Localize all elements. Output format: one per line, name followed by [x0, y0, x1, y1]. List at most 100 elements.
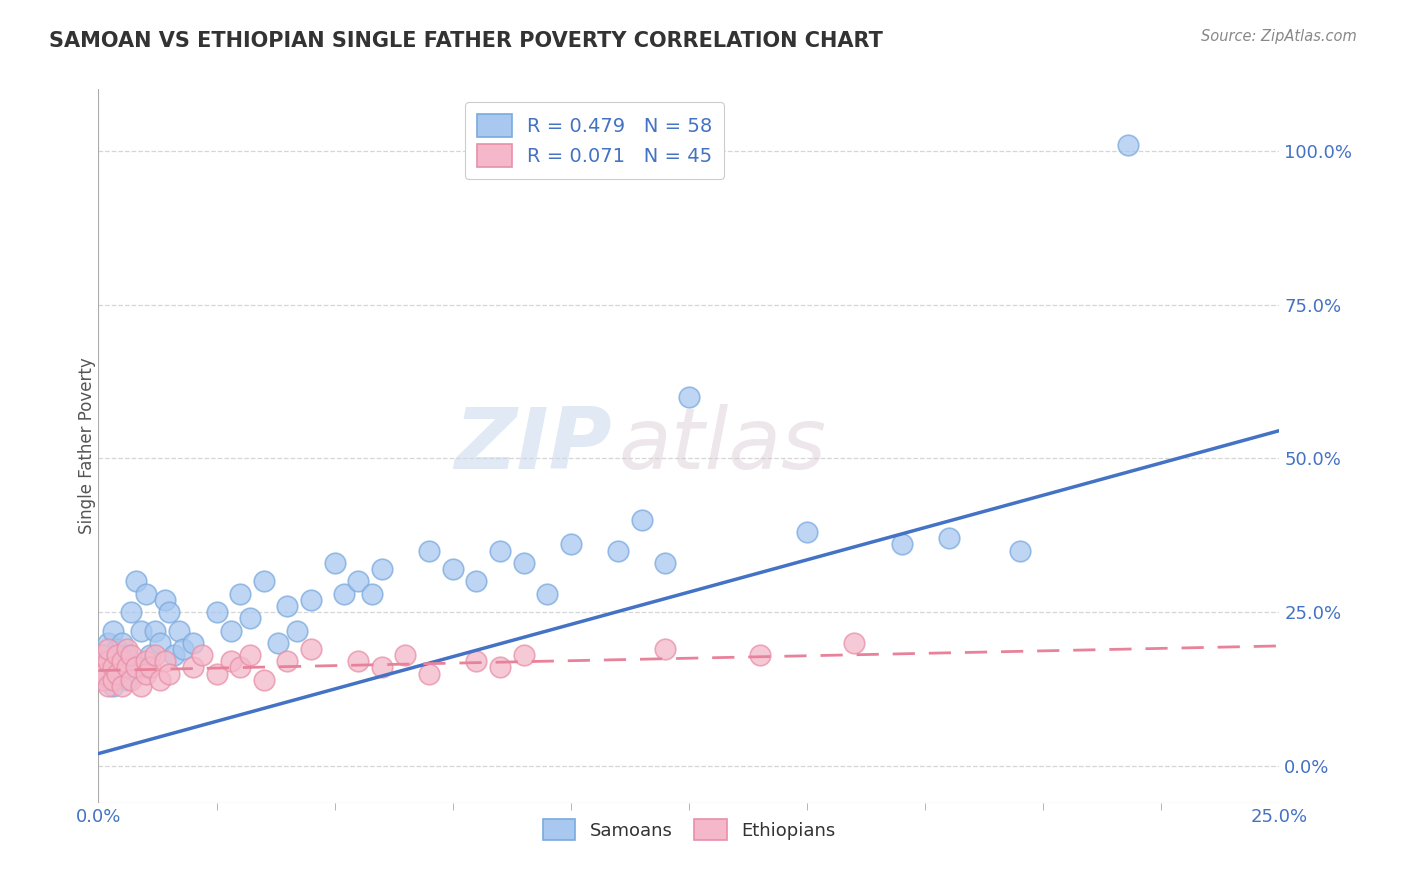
- Text: Source: ZipAtlas.com: Source: ZipAtlas.com: [1201, 29, 1357, 44]
- Point: [91, 673, 114, 687]
- Point: [441, 562, 464, 576]
- Point: [101, 654, 124, 668]
- Point: [371, 660, 394, 674]
- Point: [167, 624, 190, 638]
- Point: [512, 556, 534, 570]
- Point: [149, 636, 172, 650]
- Point: [844, 636, 866, 650]
- Point: [347, 574, 370, 589]
- Point: [181, 660, 204, 674]
- Point: [101, 660, 124, 674]
- Text: atlas: atlas: [619, 404, 827, 488]
- Point: [121, 605, 143, 619]
- Point: [361, 587, 384, 601]
- Point: [111, 660, 134, 674]
- Point: [143, 624, 166, 638]
- Point: [115, 648, 138, 662]
- Point: [135, 660, 157, 674]
- Point: [105, 642, 128, 657]
- Point: [121, 648, 143, 662]
- Point: [91, 648, 114, 662]
- Point: [323, 556, 346, 570]
- Point: [153, 654, 176, 668]
- Point: [139, 660, 162, 674]
- Point: [143, 648, 166, 662]
- Y-axis label: Single Father Poverty: Single Father Poverty: [79, 358, 96, 534]
- Point: [139, 648, 162, 662]
- Point: [97, 679, 120, 693]
- Point: [229, 587, 252, 601]
- Point: [253, 673, 276, 687]
- Text: ZIP: ZIP: [454, 404, 612, 488]
- Point: [229, 660, 252, 674]
- Point: [105, 648, 128, 662]
- Point: [181, 636, 204, 650]
- Point: [299, 592, 322, 607]
- Point: [111, 636, 134, 650]
- Point: [91, 666, 114, 681]
- Point: [157, 605, 180, 619]
- Point: [1008, 543, 1031, 558]
- Point: [97, 636, 120, 650]
- Point: [560, 537, 582, 551]
- Point: [97, 642, 120, 657]
- Point: [607, 543, 630, 558]
- Point: [121, 654, 143, 668]
- Point: [125, 574, 148, 589]
- Point: [172, 642, 194, 657]
- Point: [333, 587, 356, 601]
- Point: [394, 648, 416, 662]
- Point: [101, 673, 124, 687]
- Point: [276, 599, 298, 613]
- Point: [267, 636, 290, 650]
- Point: [654, 642, 676, 657]
- Point: [418, 543, 440, 558]
- Point: [465, 574, 488, 589]
- Point: [149, 673, 172, 687]
- Point: [97, 660, 120, 674]
- Point: [630, 513, 652, 527]
- Point: [111, 679, 134, 693]
- Point: [115, 673, 138, 687]
- Point: [678, 390, 700, 404]
- Point: [101, 679, 124, 693]
- Point: [97, 654, 120, 668]
- Point: [153, 592, 176, 607]
- Point: [299, 642, 322, 657]
- Point: [125, 660, 148, 674]
- Point: [191, 648, 214, 662]
- Point: [239, 611, 262, 625]
- Point: [347, 654, 370, 668]
- Legend: Samoans, Ethiopians: Samoans, Ethiopians: [536, 812, 842, 847]
- Point: [489, 660, 512, 674]
- Point: [219, 654, 242, 668]
- Text: SAMOAN VS ETHIOPIAN SINGLE FATHER POVERTY CORRELATION CHART: SAMOAN VS ETHIOPIAN SINGLE FATHER POVERT…: [49, 31, 883, 51]
- Point: [111, 654, 134, 668]
- Point: [465, 654, 488, 668]
- Point: [91, 673, 114, 687]
- Point: [536, 587, 558, 601]
- Point: [1116, 137, 1139, 152]
- Point: [105, 666, 128, 681]
- Point: [219, 624, 242, 638]
- Point: [276, 654, 298, 668]
- Point: [115, 660, 138, 674]
- Point: [512, 648, 534, 662]
- Point: [938, 531, 960, 545]
- Point: [121, 673, 143, 687]
- Point: [157, 666, 180, 681]
- Point: [205, 605, 228, 619]
- Point: [101, 624, 124, 638]
- Point: [115, 642, 138, 657]
- Point: [890, 537, 912, 551]
- Point: [205, 666, 228, 681]
- Point: [285, 624, 308, 638]
- Point: [87, 660, 110, 674]
- Point: [129, 679, 152, 693]
- Point: [654, 556, 676, 570]
- Point: [163, 648, 186, 662]
- Point: [135, 587, 157, 601]
- Point: [748, 648, 770, 662]
- Point: [253, 574, 276, 589]
- Point: [135, 654, 157, 668]
